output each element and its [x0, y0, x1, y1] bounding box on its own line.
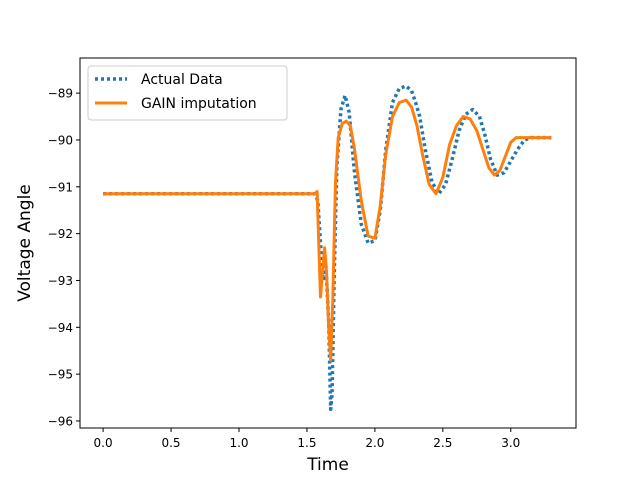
plot-lines: [103, 84, 552, 412]
x-axis-label: Time: [306, 455, 349, 475]
y-tick-label: −93: [48, 274, 73, 288]
x-tick-label: 1.0: [229, 436, 248, 450]
legend-label-gain-imputation: GAIN imputation: [141, 96, 257, 112]
y-tick-label: −91: [48, 180, 73, 194]
series-line-1: [103, 98, 552, 362]
y-tick-label: −92: [48, 227, 73, 241]
x-axis-ticks: 0.0 0.5 1.0 1.5 2.0 2.5 3.0: [94, 428, 520, 450]
x-tick-label: 0.0: [94, 436, 113, 450]
series-line-0: [103, 84, 552, 412]
x-tick-label: 0.5: [161, 436, 180, 450]
y-tick-label: −95: [48, 368, 73, 382]
y-tick-label: −96: [48, 414, 73, 428]
y-axis-label: Voltage Angle: [15, 184, 35, 302]
legend: Actual Data GAIN imputation: [87, 65, 288, 121]
legend-box: [87, 65, 288, 121]
plot-frame: [79, 57, 577, 429]
y-axis-ticks: −96 −95 −94 −93 −92 −91 −90 −89: [48, 87, 80, 428]
x-tick-label: 1.5: [297, 436, 316, 450]
legend-label-actual-data: Actual Data: [141, 72, 223, 88]
x-tick-label: 2.0: [365, 436, 384, 450]
x-tick-label: 2.5: [433, 436, 452, 450]
y-tick-label: −94: [48, 321, 73, 335]
x-tick-label: 3.0: [501, 436, 520, 450]
y-tick-label: −89: [48, 87, 73, 101]
y-tick-label: −90: [48, 133, 73, 147]
